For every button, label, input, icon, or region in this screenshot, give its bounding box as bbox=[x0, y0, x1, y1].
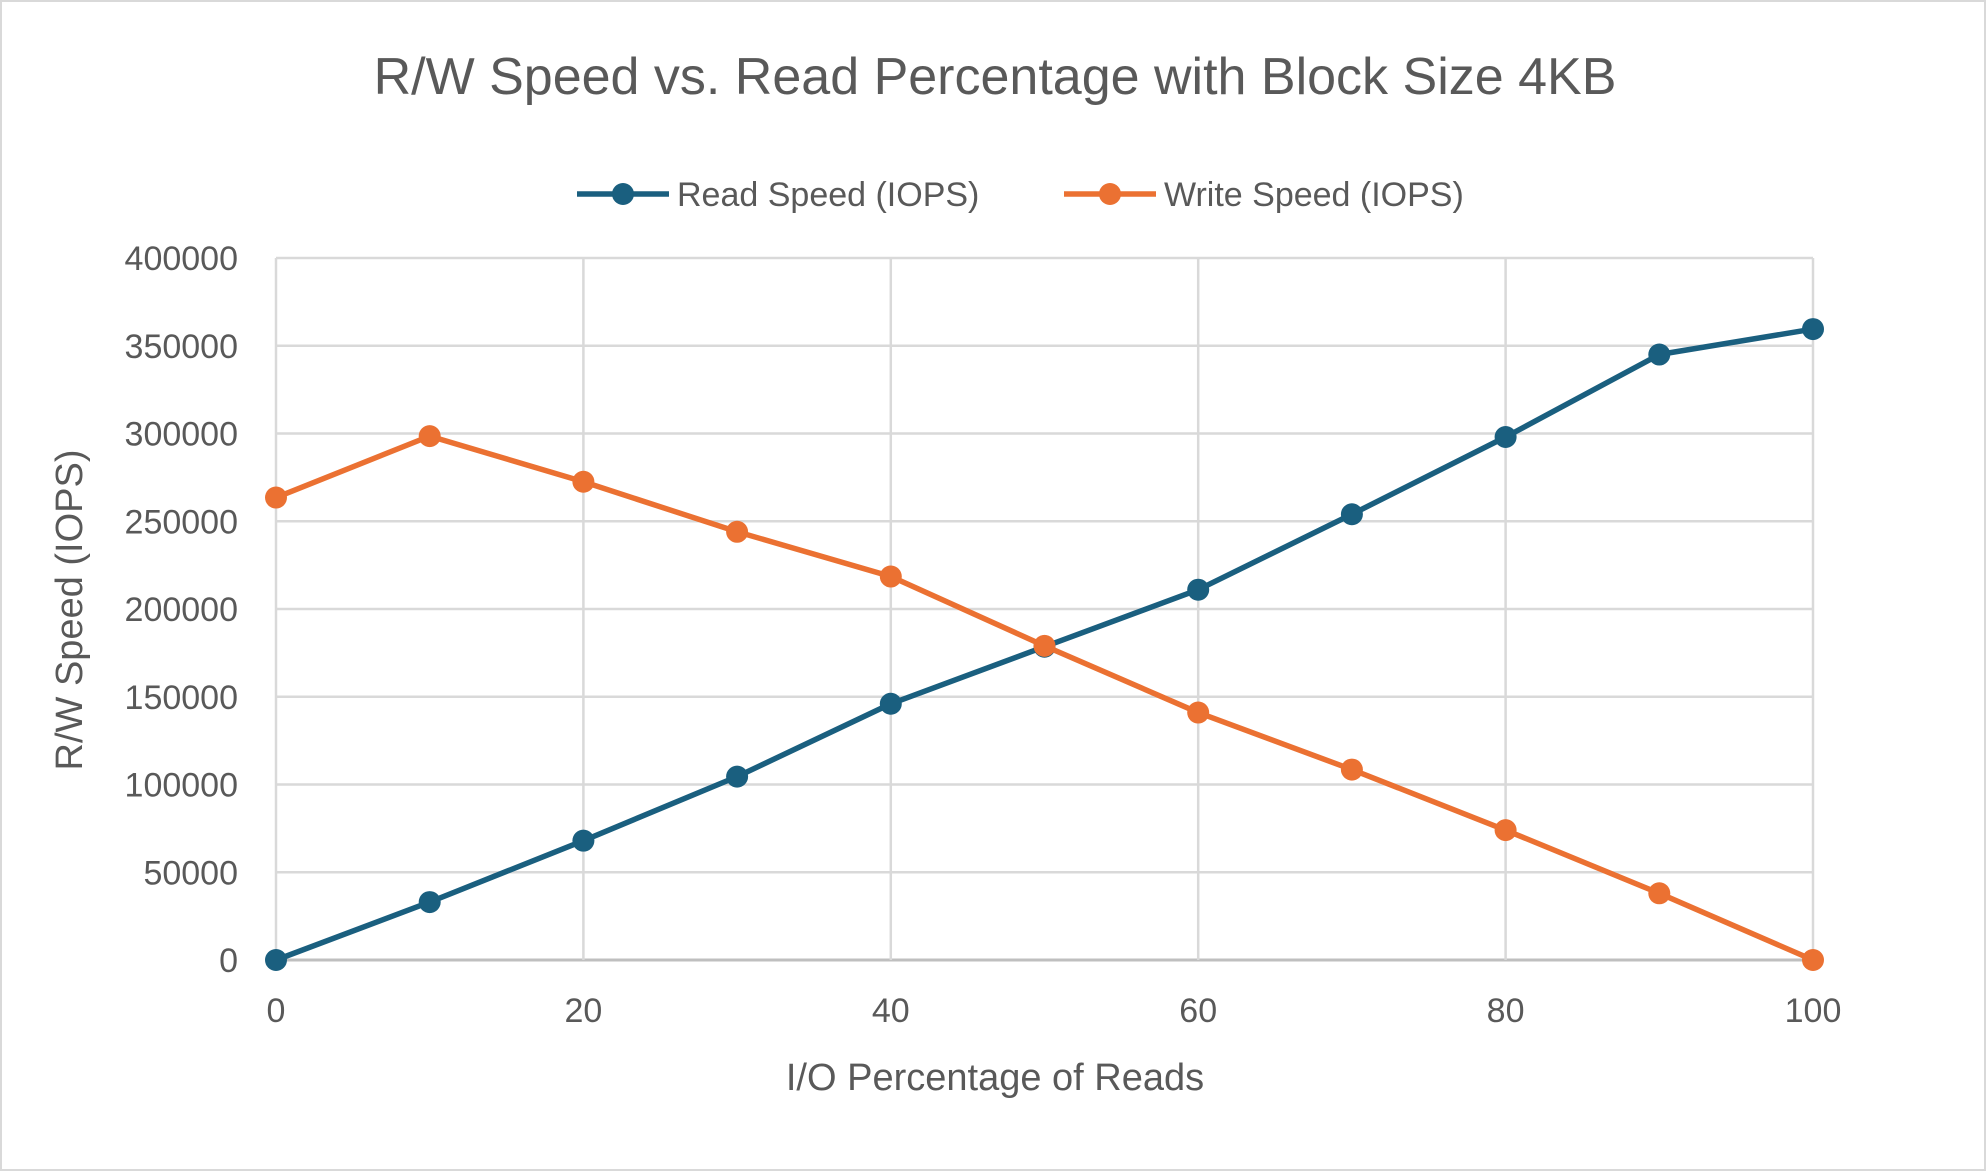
data-point bbox=[1648, 882, 1671, 905]
data-point bbox=[879, 692, 902, 715]
grid bbox=[274, 256, 1815, 962]
legend: Read Speed (IOPS) Write Speed (IOPS) bbox=[577, 176, 1464, 214]
y-tick-label: 0 bbox=[219, 942, 238, 980]
data-point bbox=[1340, 503, 1363, 526]
chart-title: R/W Speed vs. Read Percentage with Block… bbox=[374, 48, 1617, 106]
data-point bbox=[726, 520, 749, 543]
series-line bbox=[274, 433, 1815, 963]
data-point bbox=[1187, 578, 1210, 601]
x-tick-label: 80 bbox=[1487, 992, 1525, 1030]
data-point bbox=[1648, 343, 1671, 366]
data-point bbox=[1494, 426, 1517, 449]
data-point bbox=[1802, 318, 1824, 341]
legend-marker bbox=[612, 183, 634, 205]
y-tick-label: 50000 bbox=[143, 854, 238, 892]
x-axis-label: I/O Percentage of Reads bbox=[786, 1057, 1204, 1099]
x-tick-label: 100 bbox=[1785, 992, 1842, 1030]
y-tick-label: 350000 bbox=[125, 328, 238, 366]
data-point bbox=[572, 470, 595, 493]
data-point bbox=[572, 829, 595, 852]
x-tick-label: 0 bbox=[267, 992, 286, 1030]
data-point bbox=[1802, 949, 1824, 971]
y-axis-label: R/W Speed (IOPS) bbox=[49, 450, 91, 771]
legend-label: Write Speed (IOPS) bbox=[1164, 176, 1464, 214]
data-point bbox=[1187, 701, 1210, 724]
series-write bbox=[265, 425, 1824, 971]
y-tick-label: 100000 bbox=[125, 767, 238, 805]
data-point bbox=[1033, 634, 1056, 657]
x-tick-label: 20 bbox=[564, 992, 602, 1030]
y-tick-label: 200000 bbox=[125, 591, 238, 629]
data-point bbox=[265, 486, 287, 509]
legend-label: Read Speed (IOPS) bbox=[677, 176, 979, 214]
series-group bbox=[265, 318, 1824, 971]
y-tick-label: 400000 bbox=[125, 240, 238, 278]
data-point bbox=[1340, 758, 1363, 781]
y-tick-label: 150000 bbox=[125, 679, 238, 717]
y-tick-label: 250000 bbox=[125, 503, 238, 541]
data-point bbox=[879, 565, 902, 588]
data-point bbox=[418, 425, 441, 448]
y-tick-label: 300000 bbox=[125, 416, 238, 454]
data-point bbox=[726, 765, 749, 788]
data-point bbox=[418, 891, 441, 914]
data-point bbox=[1494, 819, 1517, 842]
tick-labels: 0 50000 100000 150000 200000 250000 300000 3500… bbox=[125, 240, 1842, 1030]
data-point bbox=[265, 949, 287, 971]
x-tick-label: 40 bbox=[872, 992, 910, 1030]
legend-marker bbox=[1099, 183, 1121, 205]
x-tick-label: 60 bbox=[1179, 992, 1217, 1030]
